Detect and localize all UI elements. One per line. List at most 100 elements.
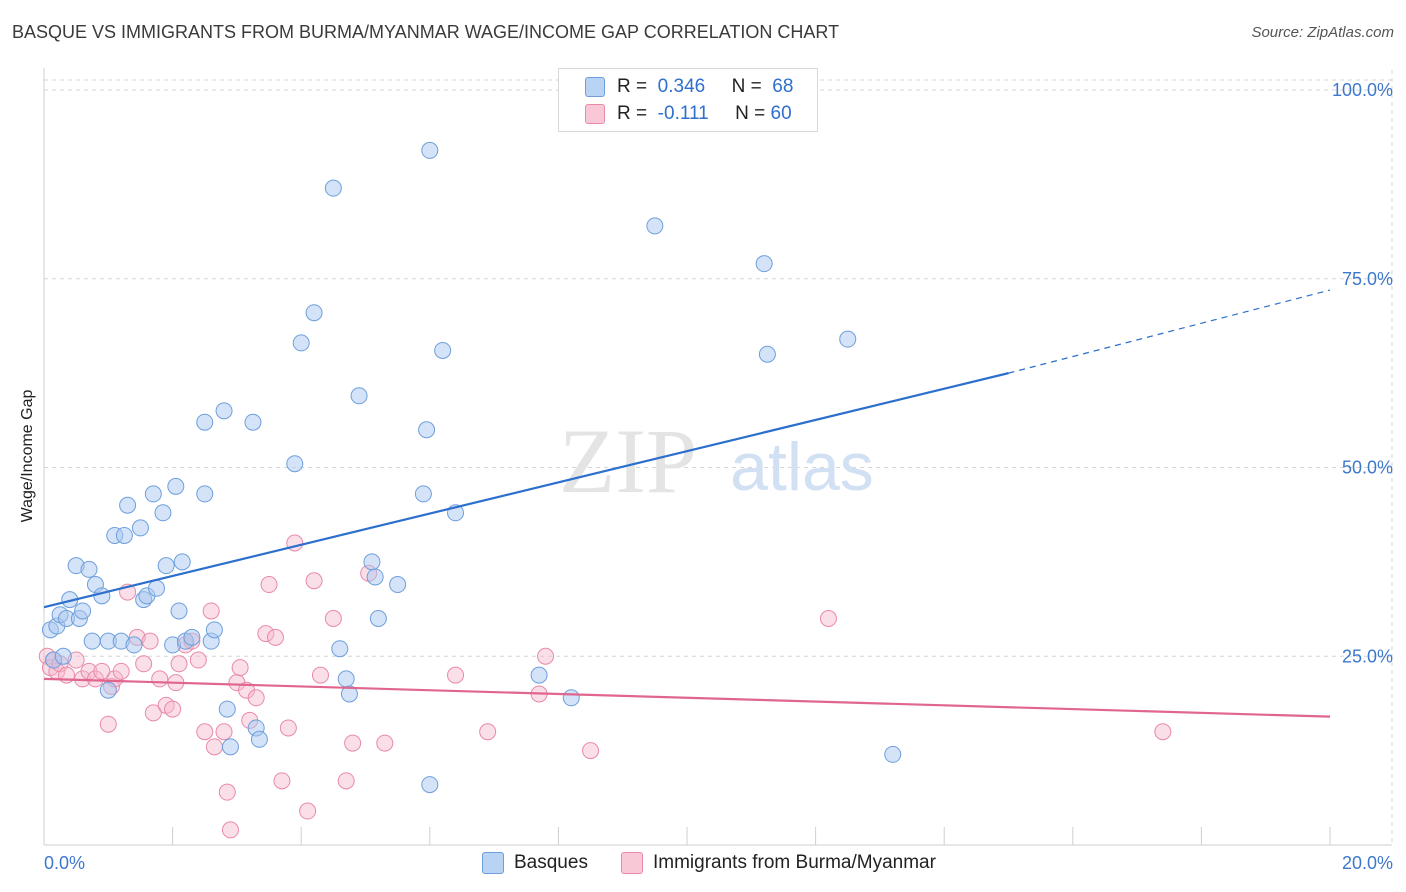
watermark-atlas: atlas bbox=[730, 429, 874, 505]
data-point-basques bbox=[421, 776, 439, 794]
trend-line-basques-extension bbox=[1008, 289, 1331, 374]
legend-item-immigrants: Immigrants from Burma/Myanmar bbox=[621, 852, 936, 874]
data-point-basques bbox=[305, 304, 323, 322]
data-point-immigrants bbox=[170, 655, 188, 673]
y-tick-label: 50.0% bbox=[1342, 458, 1393, 478]
legend-r-value: -0.111 bbox=[657, 103, 709, 124]
watermark-zip: ZIP bbox=[559, 410, 697, 512]
data-point-immigrants bbox=[266, 628, 284, 646]
tick-labels: 25.0% 50.0% 75.0% 100.0% 0.0% 20.0% bbox=[44, 80, 1393, 873]
data-point-immigrants bbox=[218, 783, 236, 801]
data-point-immigrants bbox=[311, 666, 329, 684]
data-point-immigrants bbox=[447, 666, 465, 684]
data-point-immigrants bbox=[202, 602, 220, 620]
y-tick-label: 75.0% bbox=[1342, 269, 1393, 289]
y-tick-label: 100.0% bbox=[1332, 80, 1393, 100]
chart-title: BASQUE VS IMMIGRANTS FROM BURMA/MYANMAR … bbox=[12, 22, 840, 42]
x-tick-label: 0.0% bbox=[44, 853, 85, 873]
data-point-basques bbox=[530, 666, 548, 684]
data-point-basques bbox=[418, 421, 436, 439]
legend-n-label: N = bbox=[731, 76, 762, 97]
data-point-basques bbox=[363, 553, 381, 571]
data-point-immigrants bbox=[221, 821, 239, 839]
source-credit: Source: ZipAtlas.com bbox=[1251, 24, 1394, 41]
data-point-basques bbox=[366, 568, 384, 586]
data-point-basques bbox=[80, 560, 98, 578]
data-point-immigrants bbox=[279, 719, 297, 737]
data-point-basques bbox=[144, 485, 162, 503]
legend-item-basques: Basques bbox=[482, 852, 588, 874]
data-point-basques bbox=[183, 628, 201, 646]
data-point-basques bbox=[758, 345, 776, 363]
data-point-basques bbox=[421, 141, 439, 159]
data-point-basques bbox=[205, 621, 223, 639]
legend-immigrants-label: Immigrants from Burma/Myanmar bbox=[653, 852, 936, 873]
data-point-basques bbox=[215, 402, 233, 420]
legend-r-value: 0.346 bbox=[657, 76, 706, 97]
data-point-immigrants bbox=[164, 700, 182, 718]
series-immigrants-points bbox=[38, 534, 1172, 839]
legend-row-immigrants: R = -0.111 N = 60 bbox=[585, 102, 792, 126]
data-point-basques bbox=[324, 179, 342, 197]
data-point-basques bbox=[167, 477, 185, 495]
data-point-basques bbox=[244, 413, 262, 431]
legend-r-label: R = bbox=[617, 76, 648, 97]
grid-lines bbox=[44, 70, 1393, 845]
data-point-immigrants bbox=[205, 738, 223, 756]
legend-row-basques: R = 0.346 N = 68 bbox=[585, 75, 793, 99]
data-point-basques bbox=[369, 610, 387, 627]
data-point-immigrants bbox=[93, 662, 111, 680]
axes bbox=[43, 68, 1392, 846]
data-point-basques bbox=[170, 602, 188, 620]
data-point-basques bbox=[434, 341, 452, 359]
data-point-basques bbox=[250, 730, 268, 748]
data-point-basques bbox=[414, 485, 432, 503]
data-point-basques bbox=[292, 334, 310, 352]
data-point-immigrants bbox=[305, 572, 323, 590]
data-point-basques bbox=[218, 700, 236, 718]
y-tick-label: 25.0% bbox=[1342, 646, 1393, 666]
data-point-immigrants bbox=[273, 772, 291, 790]
data-point-basques bbox=[119, 496, 137, 514]
data-point-basques bbox=[389, 576, 407, 594]
y-axis-label: Wage/Income Gap bbox=[19, 389, 36, 523]
data-point-immigrants bbox=[141, 632, 159, 650]
data-point-immigrants bbox=[819, 610, 837, 627]
data-point-basques bbox=[755, 255, 773, 273]
data-point-basques bbox=[196, 413, 214, 431]
data-point-immigrants bbox=[324, 610, 342, 627]
data-point-basques bbox=[340, 685, 358, 703]
data-point-immigrants bbox=[299, 802, 317, 820]
data-point-basques bbox=[125, 636, 143, 654]
legend-n-value: 60 bbox=[770, 103, 792, 124]
data-point-immigrants bbox=[337, 772, 355, 790]
data-point-immigrants bbox=[537, 647, 555, 665]
trend-line-immigrants bbox=[43, 677, 1331, 718]
data-point-immigrants bbox=[215, 723, 233, 741]
data-point-basques bbox=[331, 640, 349, 658]
series-basques-points bbox=[41, 141, 902, 794]
swatch-basques bbox=[482, 852, 504, 874]
x-tick-label: 20.0% bbox=[1342, 853, 1393, 873]
data-point-basques bbox=[115, 526, 133, 544]
data-point-immigrants bbox=[1154, 723, 1172, 741]
legend-series: Basques Immigrants from Burma/Myanmar bbox=[0, 852, 1406, 878]
data-point-basques bbox=[221, 738, 239, 756]
data-point-basques bbox=[74, 602, 92, 620]
data-point-immigrants bbox=[376, 734, 394, 752]
data-point-immigrants bbox=[189, 651, 207, 669]
data-point-basques bbox=[562, 689, 580, 707]
data-point-basques bbox=[196, 485, 214, 503]
legend-n-label: N = bbox=[735, 103, 766, 124]
legend-r-label: R = bbox=[617, 103, 648, 124]
swatch-basques bbox=[585, 77, 605, 97]
data-point-immigrants bbox=[112, 662, 130, 680]
data-point-basques bbox=[83, 632, 101, 650]
data-point-basques bbox=[350, 387, 368, 405]
data-point-immigrants bbox=[247, 689, 265, 707]
data-point-basques bbox=[173, 553, 191, 571]
data-point-immigrants bbox=[257, 625, 275, 643]
data-point-basques bbox=[286, 455, 304, 473]
data-point-immigrants bbox=[344, 734, 362, 752]
